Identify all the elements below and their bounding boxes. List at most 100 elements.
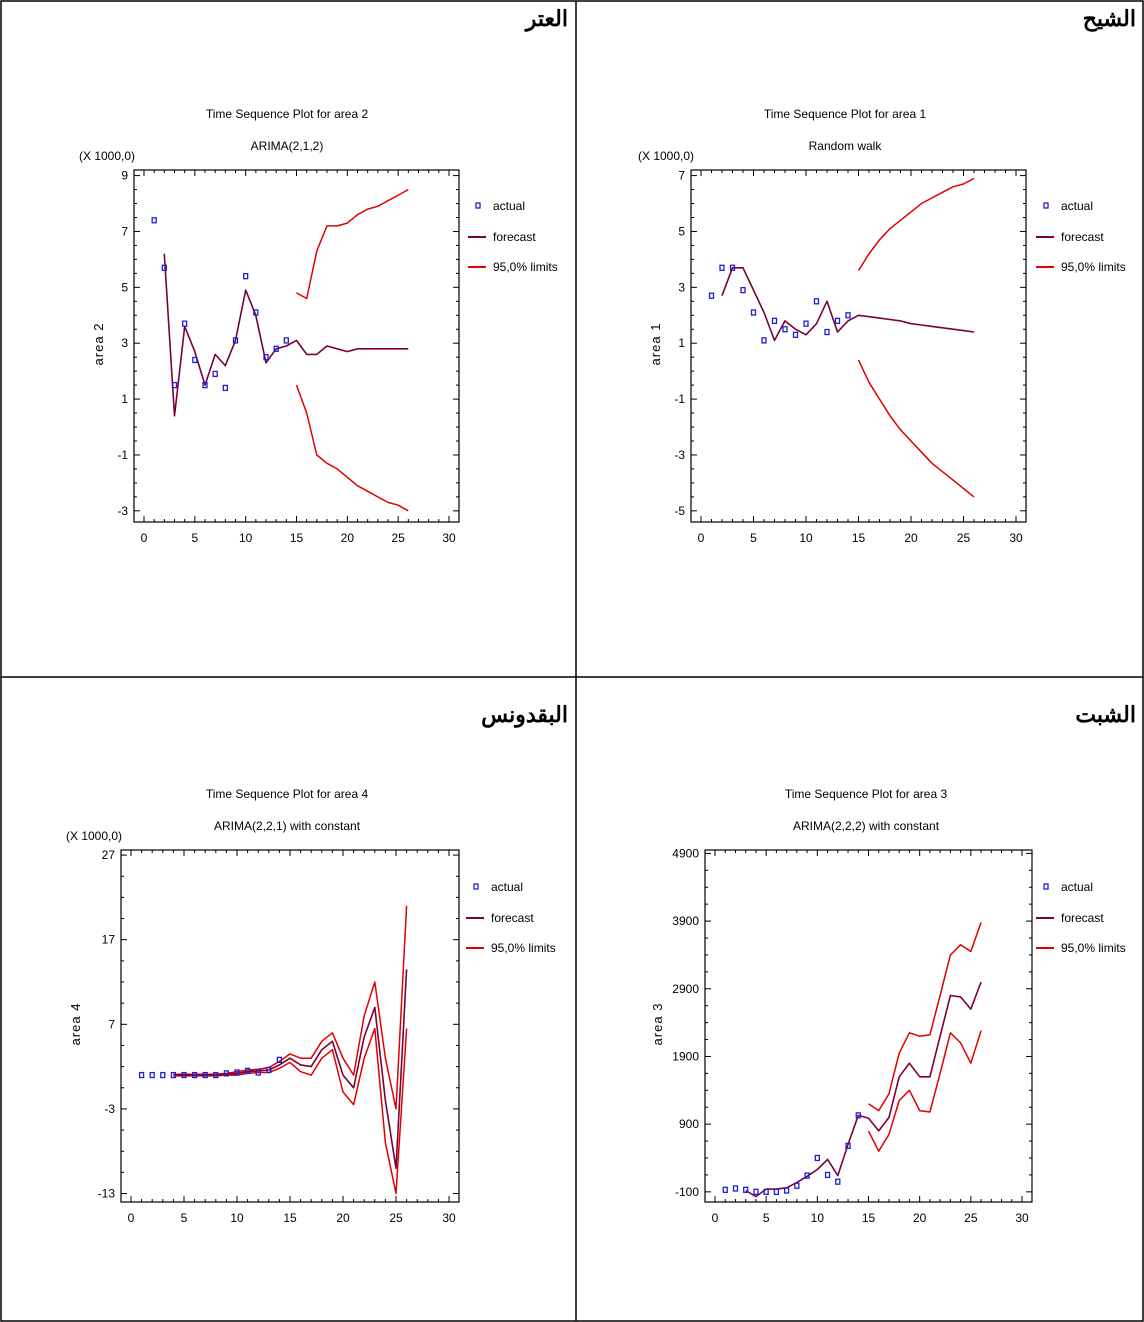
actual-point xyxy=(771,317,778,325)
lower-limit-line xyxy=(867,1030,982,1152)
y-tick-label: 27 xyxy=(102,848,116,862)
actual-point xyxy=(191,1071,198,1079)
actual-point xyxy=(845,312,851,319)
x-tick-label: 25 xyxy=(391,531,405,545)
chart-legend: actual forecast 95,0% limits xyxy=(1036,880,1126,955)
actual-point xyxy=(273,345,279,352)
cell-title: الشبت xyxy=(1075,702,1136,727)
cell-title: العتر xyxy=(524,6,568,32)
actual-point xyxy=(149,1071,155,1079)
actual-point xyxy=(170,1071,177,1079)
x-tick-label: 10 xyxy=(799,531,813,545)
x-tick-label: 30 xyxy=(442,531,456,545)
actual-point xyxy=(160,1071,166,1079)
y-scale-label: (X 1000,0) xyxy=(79,149,135,163)
cell-title: البقدونس xyxy=(481,702,568,728)
forecast-line xyxy=(173,969,408,1169)
actual-point xyxy=(255,1069,261,1076)
legend-forecast-label: forecast xyxy=(491,911,534,925)
y-tick-label: -1 xyxy=(117,448,128,462)
x-tick-label: 20 xyxy=(913,1211,927,1225)
y-axis-label: area 4 xyxy=(68,1003,83,1046)
actual-point xyxy=(244,1067,251,1074)
actual-point xyxy=(729,264,736,271)
actual-point xyxy=(212,370,218,378)
chart-title: Time Sequence Plot for area 1 xyxy=(764,107,927,121)
y-tick-label: 17 xyxy=(102,933,116,947)
y-axis-label: area 2 xyxy=(91,323,106,366)
legend-actual-label: actual xyxy=(1061,880,1093,894)
plot-frame xyxy=(120,849,460,1203)
actual-point xyxy=(182,320,188,327)
actual-point xyxy=(171,381,178,389)
actual-point xyxy=(855,1112,861,1119)
plot-area: -5 -3 -1 1 3 5 7 0 5 10 15 20 25 30 xyxy=(674,169,1027,545)
y-tick-label: 5 xyxy=(121,280,128,294)
actual-point xyxy=(743,1186,749,1193)
actual-point xyxy=(192,356,198,364)
actual-point xyxy=(782,326,788,333)
legend-actual-marker xyxy=(473,883,479,890)
chart-panel-area3: الشبت Time Sequence Plot for area 3 ARIM… xyxy=(650,702,1136,1225)
actual-point xyxy=(845,1142,851,1149)
actual-point xyxy=(722,1186,728,1193)
x-tick-label: 0 xyxy=(712,1211,719,1225)
plot-area: -3 -1 1 3 5 7 9 0 5 10 15 20 25 30 xyxy=(117,169,460,545)
actual-point xyxy=(266,1066,272,1074)
actual-point xyxy=(824,1171,831,1179)
legend-limits-label: 95,0% limits xyxy=(491,941,556,955)
actual-point xyxy=(138,1071,145,1079)
chart-title: Time Sequence Plot for area 3 xyxy=(785,787,948,801)
x-tick-label: 10 xyxy=(239,531,253,545)
y-tick-label: 7 xyxy=(678,169,685,183)
chart-subtitle: ARIMA(2,2,1) with constant xyxy=(214,819,361,833)
chart-panel-area2: العتر Time Sequence Plot for area 2 ARIM… xyxy=(79,6,568,545)
x-tick-label: 0 xyxy=(698,531,705,545)
y-scale-label: (X 1000,0) xyxy=(638,149,694,163)
y-tick-label: -3 xyxy=(117,504,128,518)
actual-point xyxy=(792,331,799,338)
actual-point xyxy=(151,217,157,224)
actual-point xyxy=(232,337,239,344)
y-tick-label: 7 xyxy=(121,224,128,238)
y-tick-label: -3 xyxy=(104,1102,115,1116)
chart-legend: actual forecast 95,0% limits xyxy=(466,880,556,955)
chart-subtitle: Random walk xyxy=(809,139,883,153)
y-tick-label: -1 xyxy=(674,392,685,406)
x-tick-label: 15 xyxy=(290,531,304,545)
actual-point xyxy=(202,1071,208,1079)
y-tick-label: 1900 xyxy=(672,1049,699,1063)
y-scale-label: (X 1000,0) xyxy=(66,829,122,843)
actual-point xyxy=(824,328,830,336)
x-tick-label: 15 xyxy=(852,531,866,545)
plot-frame xyxy=(704,849,1033,1203)
upper-limit-line xyxy=(296,188,409,300)
chart-legend: actual forecast 95,0% limits xyxy=(468,199,558,274)
y-tick-label: 5 xyxy=(678,224,685,238)
y-tick-label: 2900 xyxy=(672,982,699,996)
legend-forecast-label: forecast xyxy=(1061,230,1104,244)
legend-actual-label: actual xyxy=(491,880,523,894)
legend-actual-marker xyxy=(475,202,481,209)
y-tick-label: 1 xyxy=(121,392,128,406)
actual-point xyxy=(719,264,725,271)
actual-point xyxy=(835,1178,841,1185)
x-tick-label: 5 xyxy=(191,531,198,545)
y-tick-label: 3900 xyxy=(672,914,699,928)
chart-title: Time Sequence Plot for area 2 xyxy=(206,107,369,121)
chart-title: Time Sequence Plot for area 4 xyxy=(206,787,369,801)
x-tick-label: 15 xyxy=(283,1211,297,1225)
upper-limit-line xyxy=(868,922,982,1112)
actual-point xyxy=(783,1187,790,1194)
legend-actual-label: actual xyxy=(493,199,525,213)
actual-point xyxy=(263,354,269,361)
chart-subtitle: ARIMA(2,2,2) with constant xyxy=(793,819,940,833)
actual-point xyxy=(794,1182,800,1189)
y-tick-label: 900 xyxy=(679,1117,699,1131)
x-tick-label: 10 xyxy=(811,1211,825,1225)
legend-limits-label: 95,0% limits xyxy=(1061,941,1126,955)
actual-point xyxy=(803,320,809,327)
actual-point xyxy=(813,298,820,305)
x-tick-label: 25 xyxy=(964,1211,978,1225)
